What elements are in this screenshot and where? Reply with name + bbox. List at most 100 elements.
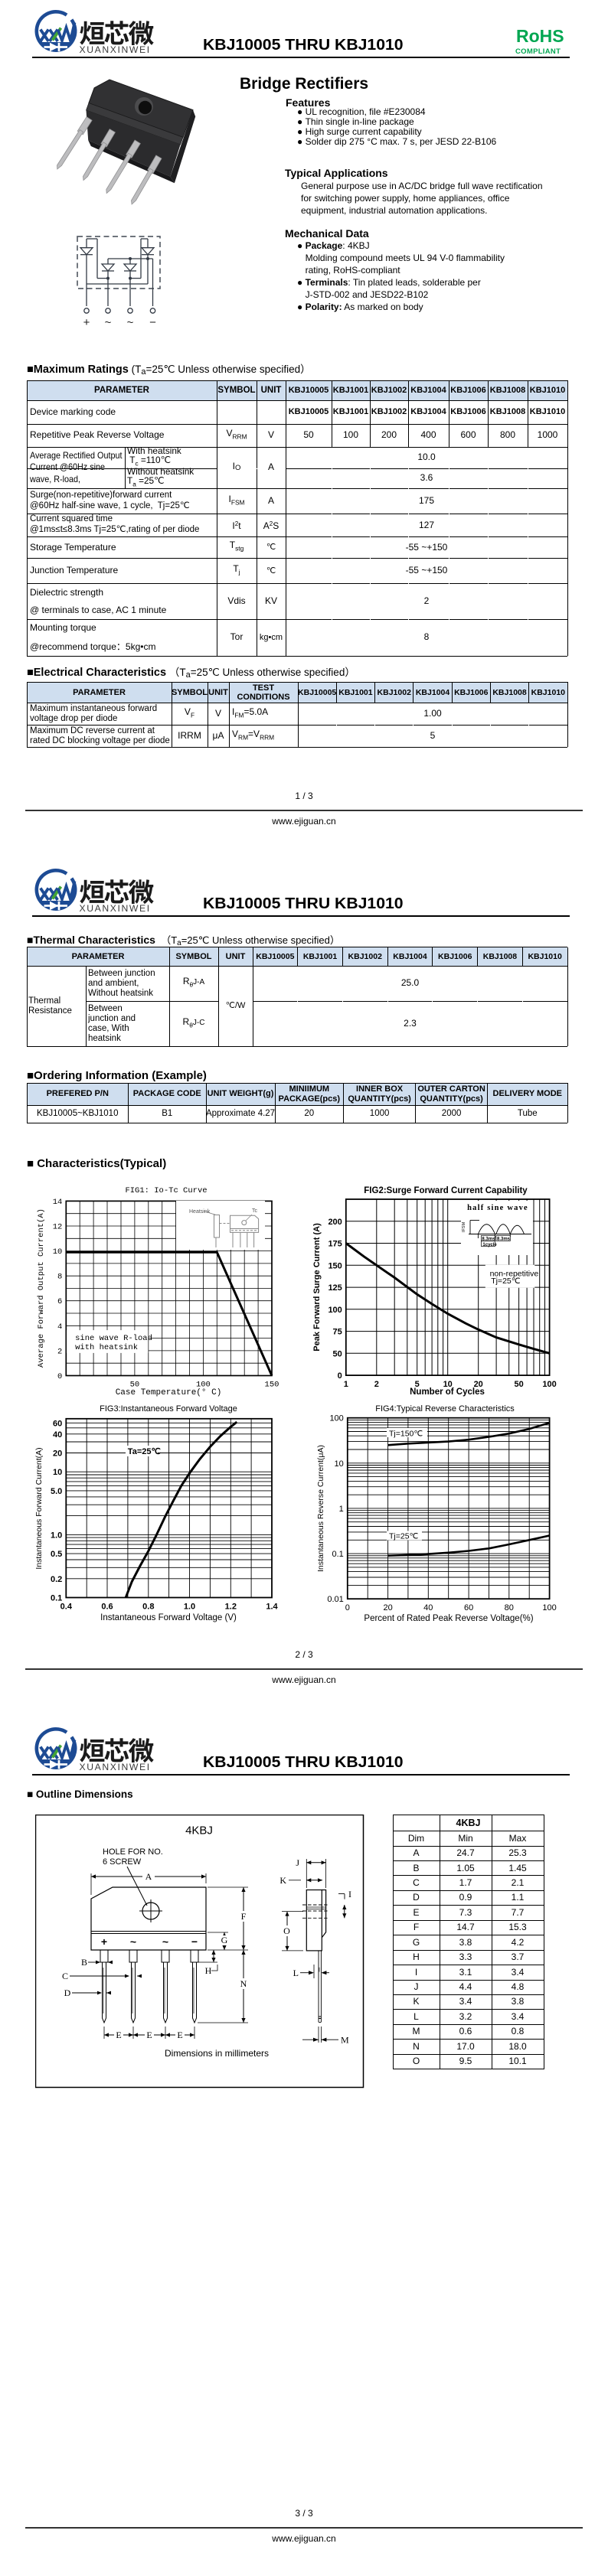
svg-text:−: − bbox=[191, 1935, 198, 1948]
svg-text:Instantaneous Forward Current(: Instantaneous Forward Current(A) bbox=[34, 1447, 44, 1569]
svg-text:8.3ms: 8.3ms bbox=[497, 1237, 511, 1242]
svg-text:+: + bbox=[83, 316, 90, 329]
svg-text:HOLE FOR NO.: HOLE FOR NO. bbox=[103, 1847, 163, 1857]
svg-text:XUANXINWEI: XUANXINWEI bbox=[80, 903, 151, 914]
svg-text:0.2: 0.2 bbox=[51, 1575, 62, 1584]
svg-text:non-repetitive: non-repetitive bbox=[490, 1270, 539, 1279]
svg-text:6: 6 bbox=[57, 1297, 62, 1306]
svg-text:8.3ms: 8.3ms bbox=[482, 1237, 495, 1242]
svg-text:10: 10 bbox=[335, 1459, 344, 1469]
svg-text:Case Temperature(° C): Case Temperature(° C) bbox=[116, 1388, 222, 1397]
svg-text:2: 2 bbox=[374, 1380, 379, 1389]
svg-text:+: + bbox=[101, 1935, 107, 1948]
svg-text:4: 4 bbox=[57, 1322, 62, 1332]
svg-text:FIG2:Surge Forward Current Cap: FIG2:Surge Forward Current Capability bbox=[364, 1186, 528, 1195]
svg-text:150: 150 bbox=[328, 1261, 342, 1270]
svg-text:B: B bbox=[81, 1957, 87, 1968]
svg-text:0: 0 bbox=[57, 1372, 62, 1381]
svg-text:−: − bbox=[149, 316, 156, 329]
svg-text:8: 8 bbox=[57, 1273, 62, 1282]
svg-text:100: 100 bbox=[542, 1603, 556, 1612]
svg-text:E: E bbox=[146, 2030, 152, 2040]
svg-text:FIG4:Typical Reverse Character: FIG4:Typical Reverse Characteristics bbox=[375, 1404, 515, 1414]
svg-text:N: N bbox=[240, 1978, 247, 1989]
svg-text:0.4: 0.4 bbox=[60, 1603, 73, 1612]
svg-text:C: C bbox=[62, 1971, 68, 1981]
svg-text:200: 200 bbox=[328, 1218, 342, 1227]
svg-text:2: 2 bbox=[57, 1347, 62, 1356]
svg-text:0.1: 0.1 bbox=[51, 1594, 62, 1603]
svg-text:Tj=25℃: Tj=25℃ bbox=[389, 1532, 419, 1541]
svg-text:50: 50 bbox=[333, 1349, 342, 1358]
svg-text:A: A bbox=[145, 1871, 152, 1882]
svg-text:XUANXINWEI: XUANXINWEI bbox=[80, 44, 151, 55]
svg-text:6 SCREW: 6 SCREW bbox=[103, 1857, 142, 1867]
svg-text:10: 10 bbox=[53, 1468, 62, 1477]
svg-text:FIG3:Instantaneous Forward Vol: FIG3:Instantaneous Forward Voltage bbox=[100, 1404, 237, 1414]
svg-text:20: 20 bbox=[474, 1380, 483, 1389]
svg-text:20: 20 bbox=[383, 1603, 392, 1612]
svg-text:1.0: 1.0 bbox=[51, 1531, 62, 1540]
svg-text:~: ~ bbox=[105, 316, 112, 329]
svg-text:60: 60 bbox=[53, 1419, 62, 1428]
svg-text:75: 75 bbox=[333, 1328, 342, 1337]
svg-text:L: L bbox=[293, 1968, 299, 1978]
svg-text:I: I bbox=[348, 1889, 351, 1899]
svg-text:Heatsink: Heatsink bbox=[189, 1209, 211, 1215]
svg-text:FIG1: Io-Tc Curve: FIG1: Io-Tc Curve bbox=[125, 1186, 207, 1195]
svg-text:F: F bbox=[241, 1911, 247, 1922]
svg-text:125: 125 bbox=[328, 1283, 342, 1293]
svg-text:0.8: 0.8 bbox=[142, 1603, 154, 1612]
svg-text:100: 100 bbox=[328, 1306, 342, 1315]
svg-text:0: 0 bbox=[345, 1603, 350, 1612]
svg-text:J: J bbox=[296, 1857, 299, 1868]
svg-text:175: 175 bbox=[328, 1240, 342, 1249]
svg-text:O: O bbox=[283, 1925, 290, 1936]
svg-text:1.2: 1.2 bbox=[225, 1603, 237, 1612]
svg-text:1.4: 1.4 bbox=[266, 1603, 278, 1612]
svg-text:M: M bbox=[341, 2035, 349, 2046]
svg-text:Ta=25℃: Ta=25℃ bbox=[128, 1447, 161, 1456]
svg-text:Instantaneous Reverse Current(: Instantaneous Reverse Current(μA) bbox=[316, 1445, 325, 1572]
svg-text:IFSM: IFSM bbox=[462, 1221, 466, 1232]
svg-text:~: ~ bbox=[130, 1935, 136, 1948]
svg-text:~: ~ bbox=[162, 1935, 168, 1948]
svg-text:H: H bbox=[205, 1965, 212, 1976]
svg-text:K: K bbox=[279, 1875, 286, 1886]
svg-text:50: 50 bbox=[514, 1380, 523, 1389]
svg-text:with heatsink: with heatsink bbox=[75, 1343, 138, 1352]
svg-text:100: 100 bbox=[196, 1381, 211, 1390]
svg-text:14: 14 bbox=[53, 1198, 63, 1207]
svg-text:0.6: 0.6 bbox=[101, 1603, 113, 1612]
svg-text:1cycle: 1cycle bbox=[482, 1243, 497, 1247]
svg-text:5: 5 bbox=[415, 1380, 420, 1389]
svg-text:60: 60 bbox=[464, 1603, 473, 1612]
svg-text:Tj=25℃: Tj=25℃ bbox=[491, 1277, 521, 1286]
svg-text:1: 1 bbox=[339, 1505, 344, 1514]
svg-text:80: 80 bbox=[505, 1603, 514, 1612]
svg-text:10: 10 bbox=[53, 1247, 63, 1257]
svg-text:0: 0 bbox=[338, 1371, 342, 1381]
svg-text:1: 1 bbox=[344, 1380, 348, 1389]
svg-text:Dimensions in millimeters: Dimensions in millimeters bbox=[165, 2048, 269, 2059]
svg-text:40: 40 bbox=[53, 1430, 62, 1440]
svg-text:20: 20 bbox=[53, 1449, 62, 1459]
svg-text:10: 10 bbox=[443, 1380, 453, 1389]
svg-text:40: 40 bbox=[423, 1603, 433, 1612]
svg-text:G: G bbox=[221, 1935, 228, 1945]
svg-text:1.0: 1.0 bbox=[184, 1603, 195, 1612]
svg-text:100: 100 bbox=[329, 1414, 343, 1423]
svg-text:150: 150 bbox=[265, 1381, 279, 1390]
svg-text:Tc: Tc bbox=[252, 1208, 258, 1214]
svg-text:Number of Cycles: Number of Cycles bbox=[410, 1387, 485, 1397]
svg-text:XUANXINWEI: XUANXINWEI bbox=[80, 1762, 151, 1772]
svg-text:Tj=150℃: Tj=150℃ bbox=[389, 1429, 423, 1438]
svg-text:0.01: 0.01 bbox=[327, 1595, 343, 1604]
svg-text:Instantaneous Forward Voltage: Instantaneous Forward Voltage (V) bbox=[100, 1613, 237, 1622]
svg-text:4KBJ: 4KBJ bbox=[185, 1824, 213, 1837]
svg-text:5.0: 5.0 bbox=[51, 1487, 62, 1496]
svg-text:E: E bbox=[116, 2030, 121, 2040]
svg-text:D: D bbox=[64, 1987, 71, 1998]
svg-text:Percent of Rated Peak Reverse: Percent of Rated Peak Reverse Voltage(%) bbox=[364, 1614, 533, 1623]
svg-text:~: ~ bbox=[127, 316, 134, 329]
